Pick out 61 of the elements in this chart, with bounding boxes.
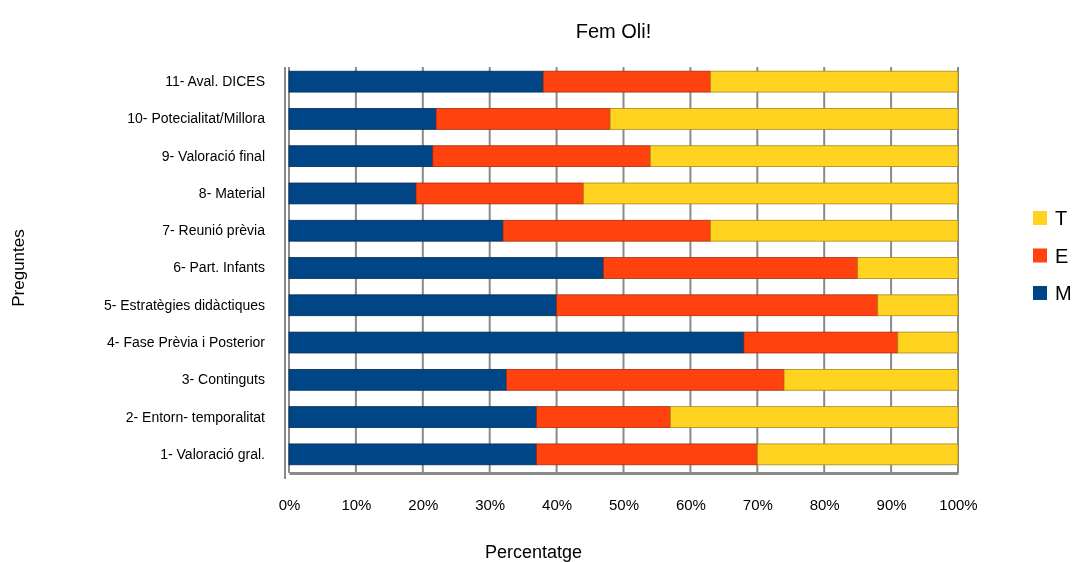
bar xyxy=(556,294,879,317)
bar xyxy=(288,368,507,391)
bar xyxy=(536,406,671,428)
bar xyxy=(502,219,711,242)
x-tick-label: 30% xyxy=(475,495,506,513)
legend-label: M xyxy=(1055,282,1072,305)
y-axis-title: Preguntes xyxy=(9,229,28,307)
bar xyxy=(897,331,959,354)
y-tick-label: 9- Valoració final xyxy=(161,147,265,164)
bar xyxy=(582,182,959,205)
y-tick-label: 7- Reunió prèvia xyxy=(162,222,266,239)
x-tick-label: 90% xyxy=(876,495,907,513)
y-tick-label: 11- Aval. DICES xyxy=(165,73,265,90)
bar xyxy=(649,145,959,168)
x-tick-label: 0% xyxy=(278,495,301,513)
x-tick-label: 70% xyxy=(742,495,773,513)
bar xyxy=(415,182,584,205)
x-tick-label: 80% xyxy=(809,495,840,513)
bar xyxy=(756,443,959,466)
bar xyxy=(435,108,611,130)
bar xyxy=(288,219,504,242)
bar xyxy=(609,108,959,130)
y-tick-label: 4- Fase Prèvia i Posterior xyxy=(107,334,266,351)
bar xyxy=(432,145,651,168)
bar xyxy=(288,182,417,205)
x-tick-label: 100% xyxy=(939,495,978,513)
bar xyxy=(288,294,557,317)
bar xyxy=(288,257,604,279)
y-tick-label: 6- Part. Infants xyxy=(173,259,265,276)
bar xyxy=(288,145,434,168)
bar xyxy=(710,219,959,242)
bar xyxy=(288,406,537,428)
bar xyxy=(536,443,758,466)
x-tick-label: 50% xyxy=(608,495,640,513)
x-axis-title: Percentatge xyxy=(484,542,583,562)
x-tick-label: 10% xyxy=(341,495,372,513)
y-tick-label: 2- Entorn- temporalitat xyxy=(125,408,266,425)
bar xyxy=(542,70,711,93)
x-tick-label: 40% xyxy=(542,495,573,513)
bar xyxy=(783,368,959,391)
bar xyxy=(288,331,745,354)
bar xyxy=(743,331,899,354)
bar xyxy=(857,257,959,279)
y-tick-label: 3- Continguts xyxy=(181,371,265,388)
y-tick-label: 10- Potecialitat/Millora xyxy=(127,110,266,127)
x-tick-label: 60% xyxy=(675,495,706,513)
bar xyxy=(669,406,959,428)
legend-label: E xyxy=(1055,244,1069,267)
bar xyxy=(710,70,959,93)
bar xyxy=(877,294,959,317)
legend-label: T xyxy=(1055,207,1068,230)
chart-title: Fem Oli! xyxy=(575,20,652,42)
bar xyxy=(288,108,437,130)
bar xyxy=(288,443,537,466)
x-tick-label: 20% xyxy=(408,495,439,513)
y-tick-label: 1- Valoració gral. xyxy=(160,445,265,462)
bar xyxy=(506,368,785,391)
bar xyxy=(288,70,544,93)
y-tick-label: 5- Estratègies didàctiques xyxy=(103,296,265,313)
bar xyxy=(603,257,859,279)
y-tick-label: 8- Material xyxy=(198,184,265,201)
